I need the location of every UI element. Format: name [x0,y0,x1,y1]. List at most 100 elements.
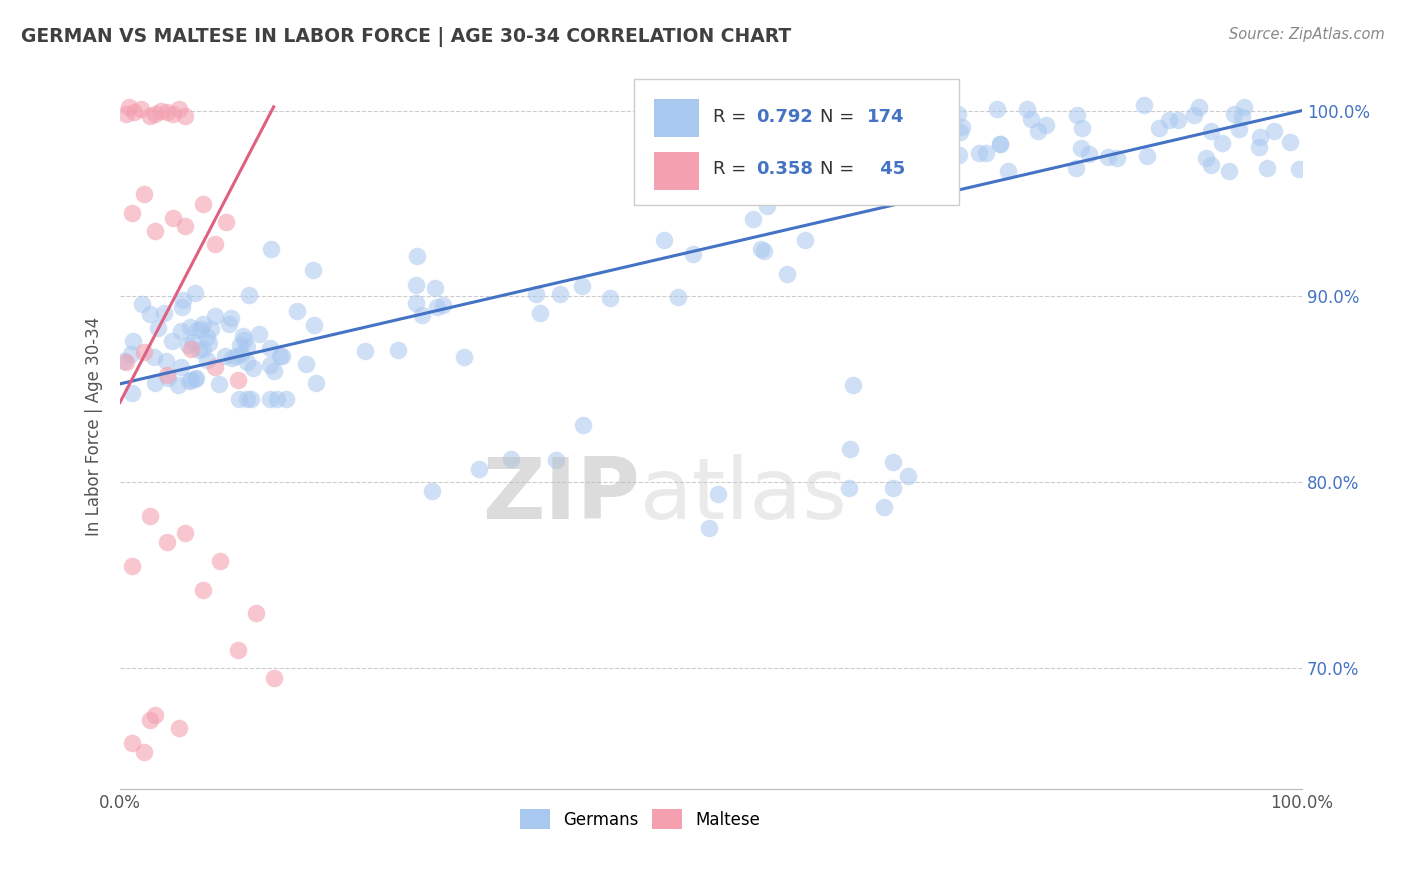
Point [988,136,1011,151]
Point [302,263,325,277]
Point [387,343,409,358]
Point [910,135,932,149]
Text: N =: N = [820,161,859,178]
Point [180,373,202,387]
Point [226,642,249,657]
Point [897,468,920,483]
Point [180,342,202,356]
Point [208,376,231,391]
Point [707,487,730,501]
Point [776,267,799,281]
Point [263,363,285,377]
Point [988,137,1011,152]
Text: R =: R = [713,161,752,178]
Point [405,295,427,310]
Point [1199,158,1222,172]
Point [170,324,193,338]
Point [188,343,211,357]
Point [799,187,821,202]
Point [232,329,254,343]
Point [904,106,927,120]
Point [1026,124,1049,138]
Point [1249,140,1271,154]
Point [172,293,194,307]
Point [1071,120,1094,135]
Point [432,298,454,312]
Point [167,378,190,392]
Point [287,304,309,318]
Point [236,392,259,406]
Point [967,145,990,160]
Point [162,211,184,226]
Point [145,707,167,722]
Point [882,154,904,169]
Point [842,378,865,392]
Point [204,360,226,375]
Point [423,281,446,295]
Point [932,102,955,116]
Point [1182,108,1205,122]
Point [218,318,240,332]
Point [266,392,288,406]
Text: 174: 174 [868,108,904,126]
Point [1256,161,1278,175]
Point [177,338,200,352]
Point [112,354,135,368]
Point [204,309,226,323]
Point [121,386,143,401]
Point [1066,108,1088,122]
Point [852,105,875,120]
Text: ZIP: ZIP [482,453,640,537]
Point [1136,149,1159,163]
Point [236,355,259,369]
Point [915,127,938,141]
Point [1233,100,1256,114]
Point [160,334,183,348]
Point [247,326,270,341]
Point [236,340,259,354]
Point [426,300,449,314]
Point [499,451,522,466]
Legend: Germans, Maltese: Germans, Maltese [513,803,766,835]
Point [529,306,551,320]
Point [167,102,190,116]
Point [1279,135,1302,149]
Point [122,105,145,120]
Text: atlas: atlas [640,453,848,537]
Point [240,392,263,406]
Point [305,376,328,390]
Point [873,500,896,514]
Point [153,305,176,319]
Point [830,158,852,172]
Point [1230,110,1253,124]
Point [270,349,292,363]
Point [894,128,917,143]
Point [411,308,433,322]
Point [897,113,920,128]
Point [405,249,427,263]
Point [1199,124,1222,138]
Point [453,351,475,365]
Point [1107,151,1129,165]
Text: 0.358: 0.358 [756,161,813,178]
Point [749,242,772,256]
Point [209,553,232,567]
Point [830,95,852,109]
Point [882,481,904,495]
Point [156,535,179,549]
Point [839,96,862,111]
Point [191,196,214,211]
Point [1132,98,1154,112]
Point [184,286,207,301]
Point [190,322,212,336]
Point [1159,112,1181,127]
Point [263,671,285,685]
Point [174,219,197,233]
Point [156,371,179,385]
Point [274,392,297,406]
Point [666,290,689,304]
Point [115,354,138,368]
Point [121,206,143,220]
Point [794,233,817,247]
Point [132,745,155,759]
